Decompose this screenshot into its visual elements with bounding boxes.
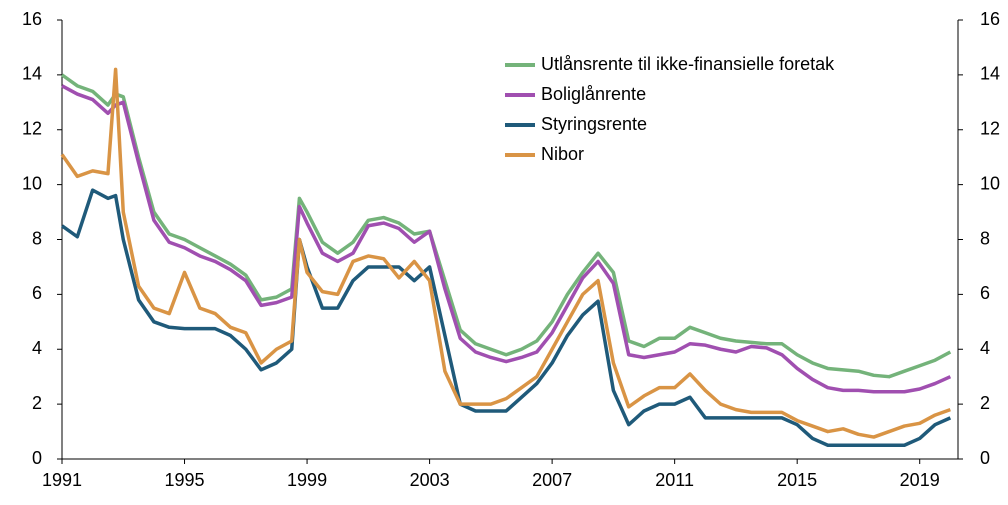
y2-tick-label: 12 [980,119,1000,139]
series-line [60,188,952,448]
y-tick-label: 14 [22,64,42,84]
x-tick-label: 2007 [532,470,572,490]
y-tick-label: 8 [32,228,42,248]
legend-label: Nibor [541,144,584,164]
y-tick-label: 2 [32,393,42,413]
y2-tick-label: 14 [980,64,1000,84]
y2-tick-label: 2 [980,393,990,413]
y2-tick-label: 8 [980,228,990,248]
y-tick-label: 6 [32,283,42,303]
y2-tick-label: 4 [980,338,990,358]
y2-tick-label: 0 [980,448,990,468]
x-tick-label: 1995 [165,470,205,490]
y2-tick-label: 16 [980,9,1000,29]
x-tick-label: 2019 [900,470,940,490]
x-tick-label: 2003 [410,470,450,490]
legend-label: Styringsrente [541,114,647,134]
y-tick-label: 16 [22,9,42,29]
y-tick-label: 4 [32,338,42,358]
series-line [60,73,952,379]
y-tick-label: 0 [32,448,42,468]
x-tick-label: 2015 [777,470,817,490]
x-tick-label: 1999 [287,470,327,490]
legend-label: Utlånsrente til ikke-finansielle foretak [541,54,835,74]
y2-tick-label: 6 [980,283,990,303]
series-line [60,67,951,439]
x-tick-label: 2011 [655,470,694,490]
y2-tick-label: 10 [980,173,1000,193]
y-tick-label: 10 [22,173,42,193]
y-tick-label: 12 [22,119,42,139]
legend-label: Boliglånrente [541,84,646,104]
series-line [61,84,952,394]
x-tick-label: 1991 [42,470,82,490]
